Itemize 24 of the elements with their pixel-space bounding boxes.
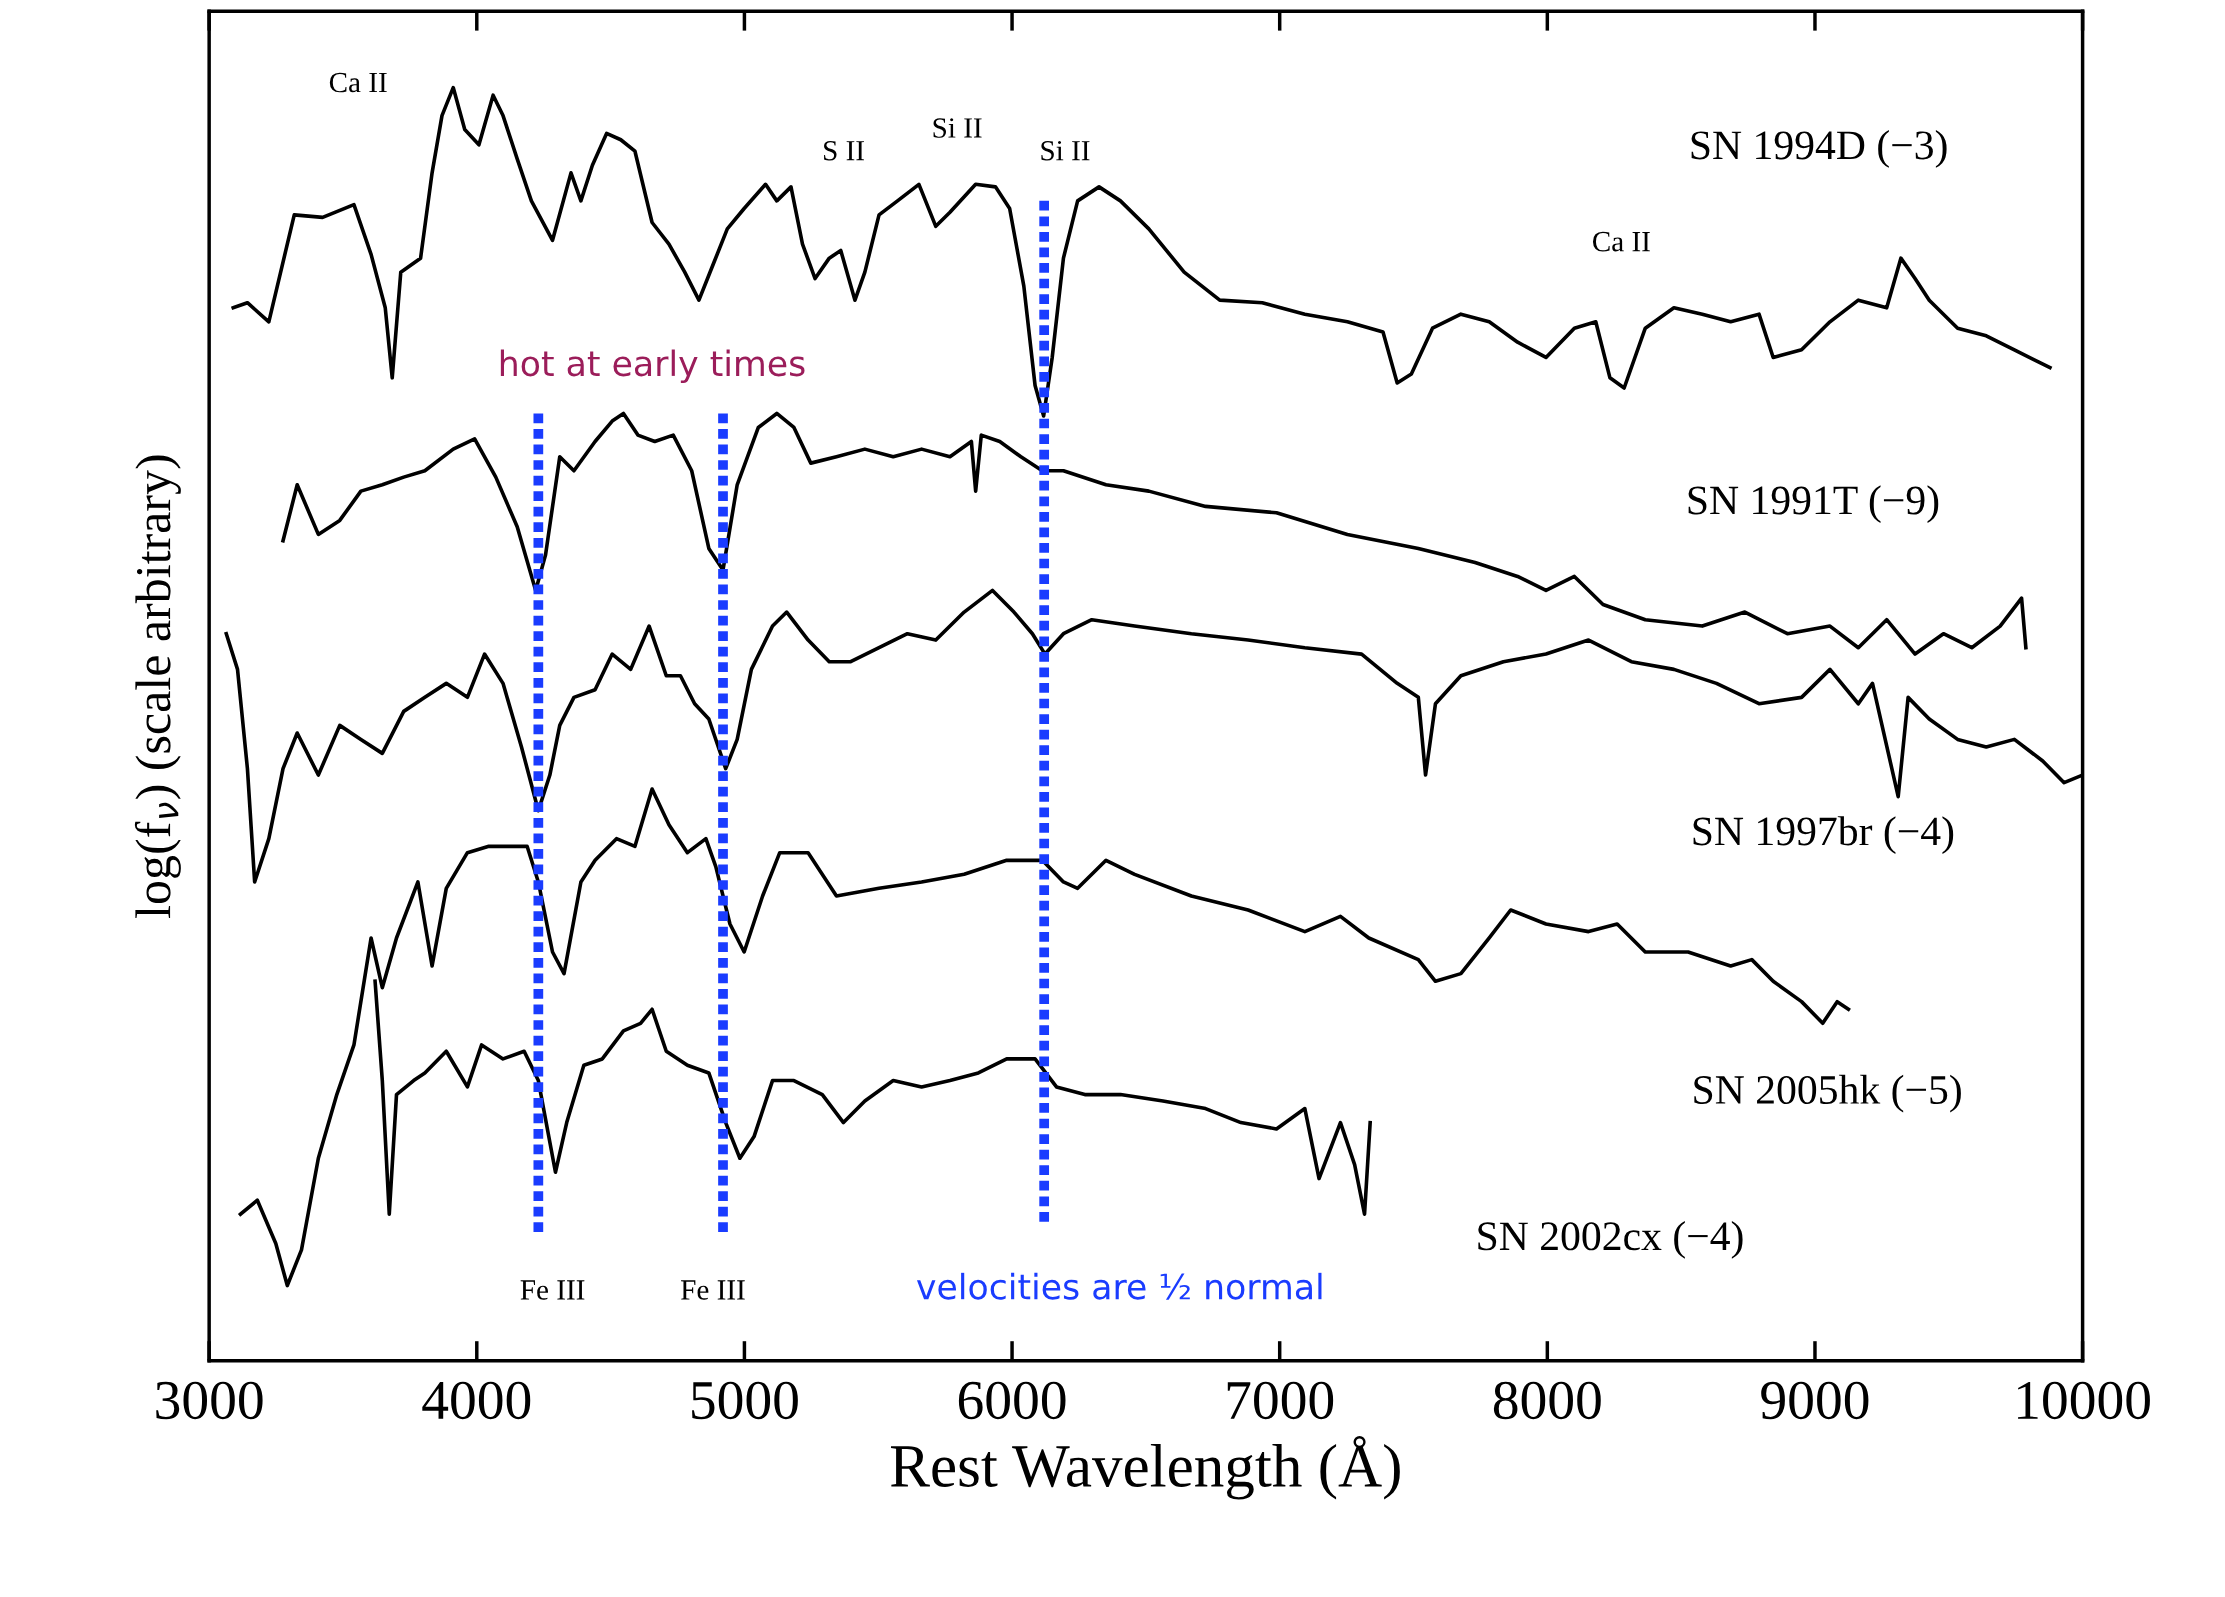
annotation: hot at early times (500, 349, 805, 384)
annotation: SN 2005hk (−5) (1694, 1074, 1961, 1113)
annotation: SN 1991T (−9) (1688, 485, 1939, 523)
annotation: Ca II (329, 72, 387, 93)
annotation: Si II (1041, 140, 1090, 161)
annotation: SN 2002cx (−4) (1478, 1221, 1743, 1259)
x-tick-label: 7000 (1227, 1381, 1334, 1420)
annotation: SN 1997br (−4) (1693, 816, 1954, 854)
annotation: SN 1994D (−3) (1691, 130, 1947, 168)
annotation: Si II (933, 118, 982, 138)
y-axis-title: log(f$_{ν}$) (scale arbitrary) (134, 455, 181, 918)
x-tick-label: 10000 (2018, 1381, 2150, 1420)
annotation: Fe III (681, 1280, 745, 1300)
annotation: velocities are ½ normal (916, 1272, 1322, 1300)
x-tick-label: 8000 (1493, 1381, 1601, 1420)
annotation: Fe III (520, 1280, 585, 1300)
x-tick-label: 3000 (156, 1381, 263, 1420)
annotation: S II (824, 140, 865, 161)
x-tick-label: 9000 (1761, 1381, 1869, 1420)
x-tick-label: 6000 (958, 1381, 1066, 1420)
x-tick-label: 4000 (422, 1381, 531, 1420)
x-axis-title: Rest Wavelength (Å) (890, 1436, 1400, 1500)
annotation: Ca II (1592, 231, 1650, 252)
x-tick-label: 5000 (692, 1381, 798, 1420)
